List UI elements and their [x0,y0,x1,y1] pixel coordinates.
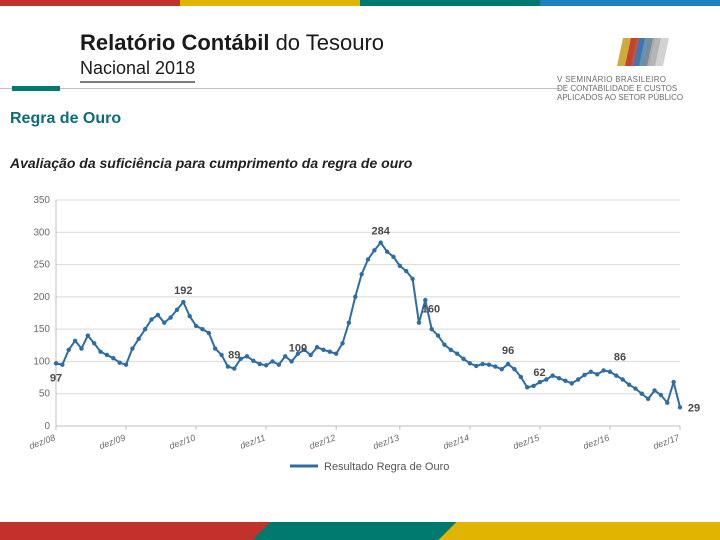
svg-text:96: 96 [502,345,514,357]
header-rule [0,88,560,89]
stripe-1 [0,0,180,6]
stripe-4 [540,0,720,6]
logo-text-line3: APLICADOS AO SETOR PÚBLICO [557,94,702,103]
title-rest: do Tesouro [269,30,384,55]
logo-text: V SEMINÁRIO BRASILEIRO DE CONTABILIDADE … [557,76,702,102]
bottom-accent-stripes [0,522,720,540]
line-chart: 050100150200250300350dez/08dez/09dez/10d… [20,190,700,480]
svg-text:97: 97 [50,372,62,384]
title-line-1: Relatório Contábil do Tesouro [80,30,550,56]
svg-text:150: 150 [33,324,50,335]
svg-text:284: 284 [372,226,391,238]
svg-text:62: 62 [533,367,545,379]
svg-text:200: 200 [33,292,50,303]
svg-text:89: 89 [228,350,240,362]
svg-text:160: 160 [422,304,440,316]
title-line-2: Nacional 2018 [80,58,195,83]
svg-text:100: 100 [33,356,50,367]
svg-text:300: 300 [33,227,50,238]
top-accent-stripes [0,0,720,6]
chart-container: 050100150200250300350dez/08dez/09dez/10d… [20,190,700,480]
svg-text:50: 50 [39,389,51,400]
event-logo: V SEMINÁRIO BRASILEIRO DE CONTABILIDADE … [557,36,702,102]
stripe-3 [360,0,540,6]
svg-text:Resultado Regra de Ouro: Resultado Regra de Ouro [324,461,449,473]
section-heading: Regra de Ouro [10,110,121,128]
page-root: Relatório Contábil do Tesouro Nacional 2… [0,0,720,540]
svg-text:86: 86 [614,351,626,363]
svg-text:0: 0 [44,421,50,432]
title-bold: Relatório Contábil [80,30,269,55]
svg-text:350: 350 [33,195,50,206]
svg-text:100: 100 [289,342,307,354]
svg-text:250: 250 [33,260,50,271]
chart-caption: Avaliação da suficiência para cumpriment… [10,155,412,171]
header: Relatório Contábil do Tesouro Nacional 2… [80,30,550,83]
svg-text:29: 29 [688,402,700,414]
svg-text:192: 192 [174,285,192,297]
stripe-2 [180,0,360,6]
logo-bars-icon [557,36,677,72]
